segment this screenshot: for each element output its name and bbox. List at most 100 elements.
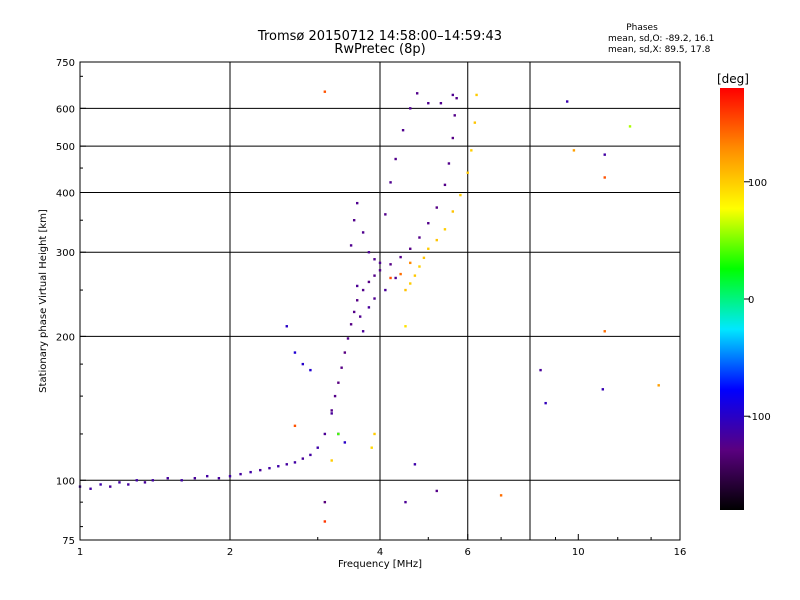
data-point [404,288,407,292]
y-tick-label: 500 [56,142,75,153]
data-points [78,90,660,523]
data-point [418,265,421,268]
data-point [603,153,606,156]
data-point [343,441,347,444]
data-point [193,477,197,480]
data-point [370,446,373,449]
data-point [352,310,356,314]
data-point [135,479,138,482]
y-tick-label: 75 [62,536,75,547]
data-point [323,432,327,436]
data-point [389,276,392,280]
data-point [384,213,387,216]
data-point [404,325,407,328]
data-point [180,479,183,482]
data-point [404,500,407,504]
data-point [455,96,458,100]
y-tick-label: 400 [56,188,75,199]
data-point [435,238,438,242]
data-point [409,261,412,265]
data-point [572,149,576,152]
data-point [565,100,569,103]
data-point [367,280,371,284]
data-point [389,263,392,266]
data-point [89,487,92,490]
stats-o-mode: mean, sd,O: -89.2, 16.1 [608,34,714,44]
data-point [628,125,632,128]
data-point [399,272,402,276]
data-point [427,222,430,225]
data-point [293,351,297,354]
data-point [361,231,365,234]
grid-lines [80,62,680,540]
data-point [355,201,359,205]
data-point [373,274,376,277]
data-point [330,459,333,462]
data-point [447,162,451,165]
y-tick-label: 750 [56,58,75,69]
x-tick-label: 16 [674,547,687,558]
data-point [333,394,337,398]
data-point [473,121,477,124]
data-point [418,236,421,239]
stats-heading: Phases [626,23,658,33]
data-point [427,101,430,105]
colorbar-tick-label: 100 [748,178,767,189]
data-point [352,219,356,222]
data-point [451,93,455,97]
y-axis-ticks: 75 100 200 300 400 500 600 750 [56,58,86,547]
x-axis-label: Frequency [MHz] [338,559,422,570]
data-point [373,297,376,300]
data-point [346,337,350,340]
data-point [301,362,305,366]
data-point [499,494,503,497]
data-point [367,306,371,309]
data-point [409,107,412,110]
data-point [293,461,297,464]
data-point [459,193,462,197]
data-point [451,136,455,140]
data-point [389,181,392,184]
data-point [323,90,327,93]
data-point [413,274,417,277]
x-tick-label: 10 [572,547,585,558]
data-point [316,446,319,449]
data-point [427,247,430,250]
data-point [285,325,288,328]
y-tick-label: 200 [56,332,75,343]
colorbar [720,88,744,510]
data-point [443,228,447,231]
data-point [166,477,169,480]
data-point [349,244,353,247]
data-point [349,323,353,326]
data-point [401,128,405,132]
colorbar-tick-label: 0 [748,295,754,306]
data-point [293,424,297,428]
data-point [330,409,333,412]
data-point [409,282,412,285]
y-axis-label: Stationary phase Virtual Height [km] [38,209,49,393]
data-point [205,474,209,478]
data-point [143,481,147,484]
data-point [435,489,438,493]
data-point [259,468,262,472]
y-tick-label: 100 [56,476,75,487]
data-point [355,299,359,302]
data-point [422,256,426,260]
data-point [373,432,376,436]
data-point [384,288,387,292]
data-point [285,463,288,466]
data-point [399,255,402,259]
data-point [361,330,365,333]
data-point [603,330,606,333]
data-point [228,474,232,478]
data-point [475,93,478,97]
data-point [301,457,305,460]
x-axis-ticks: 1 2 4 6 10 16 [77,534,687,558]
data-point [277,465,280,468]
data-point [249,470,252,474]
data-point [373,258,376,261]
chart-subtitle: RwPretec (8p) [334,42,425,57]
data-point [323,500,327,504]
data-point [239,472,242,476]
